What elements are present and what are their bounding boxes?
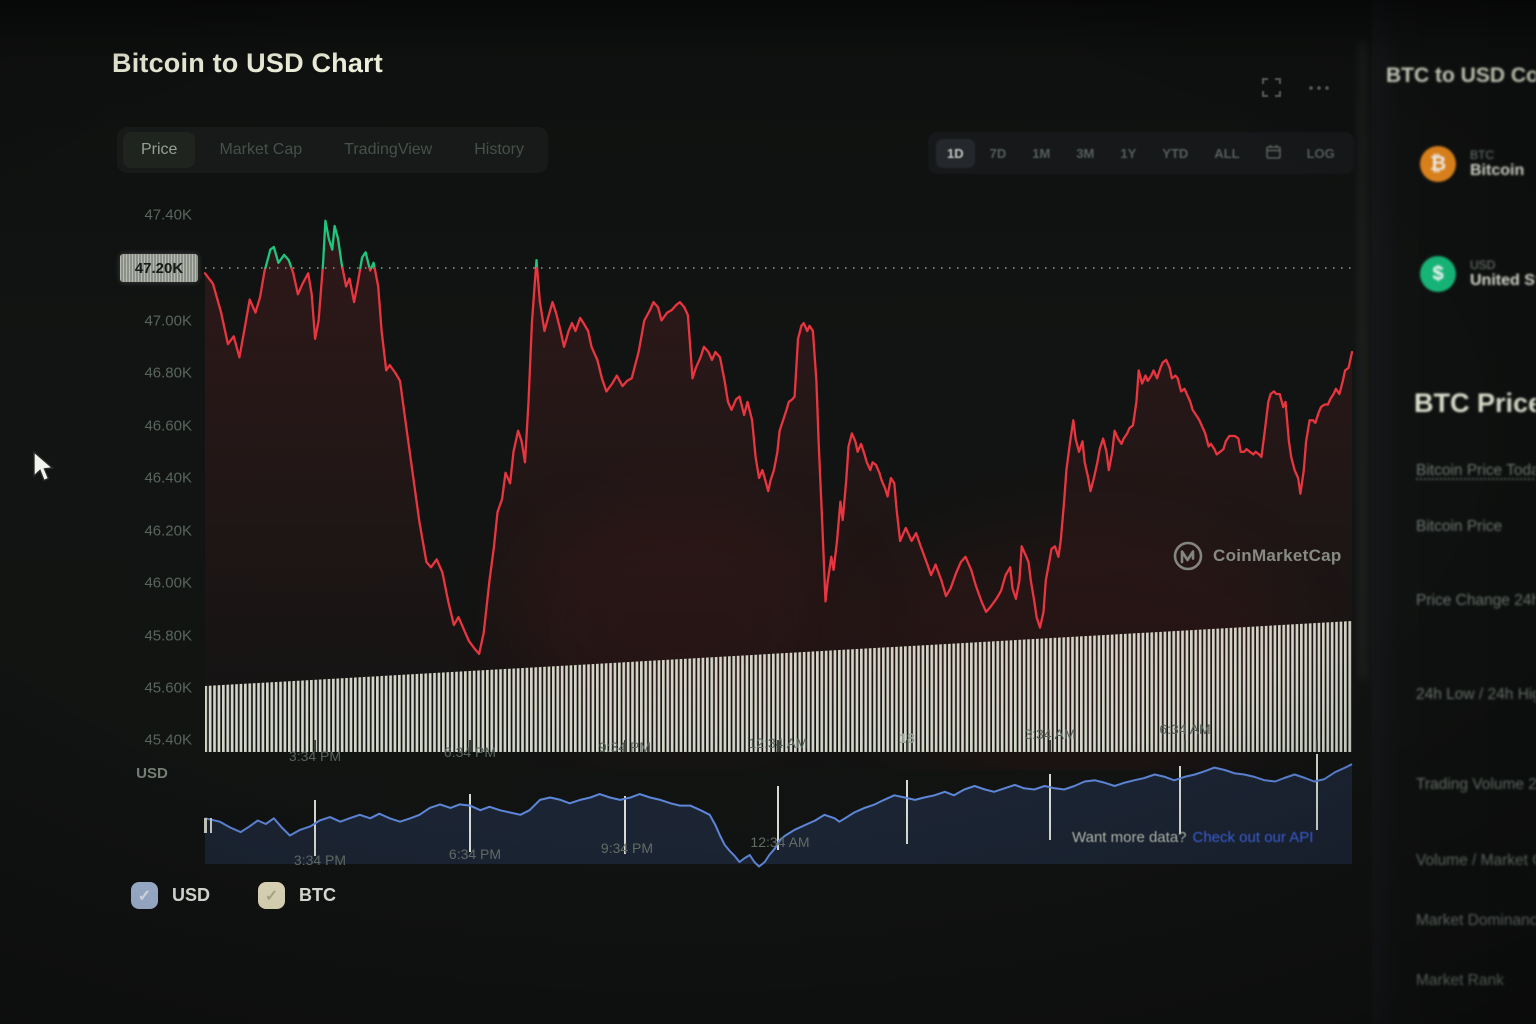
navigator-left-handle[interactable] bbox=[204, 818, 213, 833]
y-axis-tick: 47.00K bbox=[144, 312, 192, 330]
y-axis-tick: 46.20K bbox=[144, 522, 192, 540]
stat-row: Price Change 24h bbox=[1416, 592, 1536, 609]
tab-history[interactable]: History bbox=[474, 141, 524, 158]
y-axis-tick: 47.40K bbox=[144, 206, 192, 224]
watermark: CoinMarketCap bbox=[1172, 540, 1342, 572]
usd-coin-icon: $ bbox=[1420, 256, 1456, 292]
converter-coin-btc[interactable]: ₿ BTC Bitcoin bbox=[1420, 146, 1524, 182]
y-axis-tick: 45.60K bbox=[144, 679, 192, 697]
price-line-above-reference bbox=[534, 258, 539, 270]
stat-row: Market Dominance bbox=[1416, 912, 1536, 929]
screen-glare bbox=[1358, 40, 1372, 680]
time-range-bar: 1D 7D 1M 3M 1Y YTD ALL LOG bbox=[928, 132, 1354, 174]
y-axis-tick: 46.00K bbox=[144, 574, 192, 592]
x-axis-tick: 6:34 AM bbox=[1159, 721, 1211, 737]
stat-row: Bitcoin Price Today bbox=[1416, 462, 1536, 479]
y-axis-tick: 46.80K bbox=[144, 364, 192, 382]
legend-label: BTC bbox=[299, 885, 337, 905]
navigator-tick: 9:34 PM bbox=[600, 840, 654, 856]
legend-checkbox-usd[interactable]: ✓ bbox=[131, 882, 158, 909]
legend-checkbox-btc[interactable]: ✓ bbox=[258, 882, 286, 909]
tab-market-cap[interactable]: Market Cap bbox=[219, 141, 303, 158]
y-axis-tick: 45.80K bbox=[144, 627, 192, 645]
stat-row: 24h Low / 24h High bbox=[1416, 686, 1536, 703]
stat-row: Market Rank bbox=[1416, 972, 1504, 989]
chart-tabs: Price Market Cap TradingView History bbox=[117, 127, 548, 173]
more-options-icon[interactable] bbox=[1307, 78, 1331, 97]
calendar-icon[interactable] bbox=[1255, 137, 1292, 169]
stat-row: Trading Volume 24h bbox=[1416, 776, 1536, 793]
range-button-3m[interactable]: 3M bbox=[1076, 145, 1095, 161]
converter-title: BTC to USD Converter bbox=[1386, 64, 1536, 87]
tab-price[interactable]: Price bbox=[123, 132, 196, 168]
btc-coin-icon: ₿ bbox=[1420, 146, 1456, 182]
legend-item-btc[interactable]: ✓ BTC bbox=[258, 882, 336, 909]
range-button-7d[interactable]: 7D bbox=[989, 145, 1007, 161]
price-chart[interactable] bbox=[200, 195, 1360, 770]
current-price-badge: 47.20K bbox=[120, 254, 198, 282]
range-button-all[interactable]: ALL bbox=[1214, 145, 1240, 161]
chart-toolbar bbox=[1262, 78, 1331, 97]
price-statistics-title: BTC Price Statistics bbox=[1414, 388, 1536, 418]
y-axis-unit: USD bbox=[136, 765, 168, 782]
coinmarketcap-logo-icon bbox=[1173, 541, 1203, 571]
series-legend: ✓ USD ✓ BTC bbox=[131, 882, 336, 909]
coin-name: Bitcoin bbox=[1470, 162, 1525, 179]
coin-name: United States Dollar bbox=[1470, 272, 1536, 289]
price-area-fill bbox=[205, 220, 1352, 753]
navigator-tick: 6:34 PM bbox=[448, 846, 502, 862]
legend-label: USD bbox=[172, 885, 211, 905]
stat-row: Bitcoin Price bbox=[1416, 518, 1503, 535]
navigator-tick: 12:34 AM bbox=[750, 834, 810, 850]
tab-tradingview[interactable]: TradingView bbox=[344, 141, 433, 158]
mouse-cursor bbox=[33, 451, 55, 482]
watermark-text: CoinMarketCap bbox=[1213, 546, 1342, 565]
range-button-ytd[interactable]: YTD bbox=[1162, 145, 1189, 161]
page-title: Bitcoin to USD Chart bbox=[112, 48, 383, 78]
y-axis-tick: 46.40K bbox=[144, 469, 192, 487]
y-axis-tick: 45.40K bbox=[144, 731, 192, 749]
legend-item-usd[interactable]: ✓ USD bbox=[131, 882, 210, 909]
range-button-log[interactable]: LOG bbox=[1306, 145, 1335, 161]
stat-row: Volume / Market Cap bbox=[1416, 852, 1536, 869]
range-button-1y[interactable]: 1Y bbox=[1120, 145, 1137, 161]
api-link[interactable]: Check out our API bbox=[1192, 829, 1314, 846]
range-button-1m[interactable]: 1M bbox=[1032, 145, 1051, 161]
navigator-tick: 3:34 PM bbox=[293, 852, 347, 868]
fullscreen-icon[interactable] bbox=[1262, 78, 1281, 97]
api-cta: Want more data? Check out our API bbox=[1072, 829, 1313, 846]
coin-symbol: USD bbox=[1470, 258, 1496, 272]
cta-text: Want more data? bbox=[1072, 829, 1187, 846]
y-axis-tick: 46.60K bbox=[144, 417, 192, 435]
range-button-1d[interactable]: 1D bbox=[936, 138, 975, 168]
coin-symbol: BTC bbox=[1470, 148, 1494, 162]
